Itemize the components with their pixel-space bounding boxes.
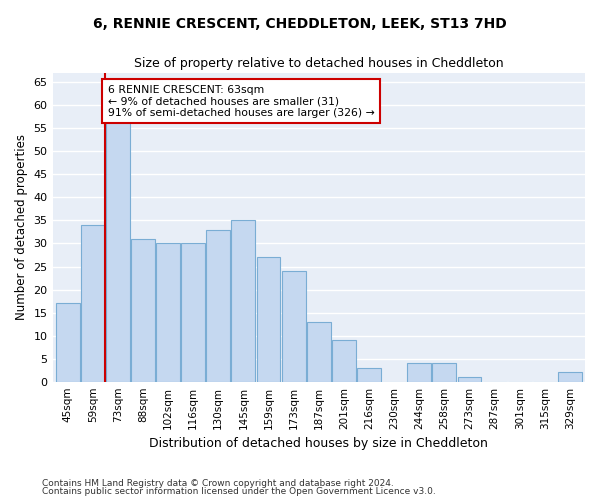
Text: 6 RENNIE CRESCENT: 63sqm
← 9% of detached houses are smaller (31)
91% of semi-de: 6 RENNIE CRESCENT: 63sqm ← 9% of detache… — [108, 84, 374, 118]
Text: Contains HM Land Registry data © Crown copyright and database right 2024.: Contains HM Land Registry data © Crown c… — [42, 478, 394, 488]
Bar — [181, 244, 205, 382]
Y-axis label: Number of detached properties: Number of detached properties — [15, 134, 28, 320]
Bar — [282, 271, 305, 382]
Text: Contains public sector information licensed under the Open Government Licence v3: Contains public sector information licen… — [42, 487, 436, 496]
Text: 6, RENNIE CRESCENT, CHEDDLETON, LEEK, ST13 7HD: 6, RENNIE CRESCENT, CHEDDLETON, LEEK, ST… — [93, 18, 507, 32]
Bar — [206, 230, 230, 382]
Bar — [407, 364, 431, 382]
Bar — [106, 119, 130, 382]
Title: Size of property relative to detached houses in Cheddleton: Size of property relative to detached ho… — [134, 58, 503, 70]
Bar — [307, 322, 331, 382]
Bar — [56, 304, 80, 382]
Bar — [156, 244, 180, 382]
Bar — [357, 368, 381, 382]
Bar — [558, 372, 582, 382]
Bar — [458, 377, 481, 382]
Bar — [81, 225, 104, 382]
Bar — [131, 239, 155, 382]
Bar — [332, 340, 356, 382]
X-axis label: Distribution of detached houses by size in Cheddleton: Distribution of detached houses by size … — [149, 437, 488, 450]
Bar — [433, 364, 456, 382]
Bar — [232, 220, 256, 382]
Bar — [257, 258, 280, 382]
